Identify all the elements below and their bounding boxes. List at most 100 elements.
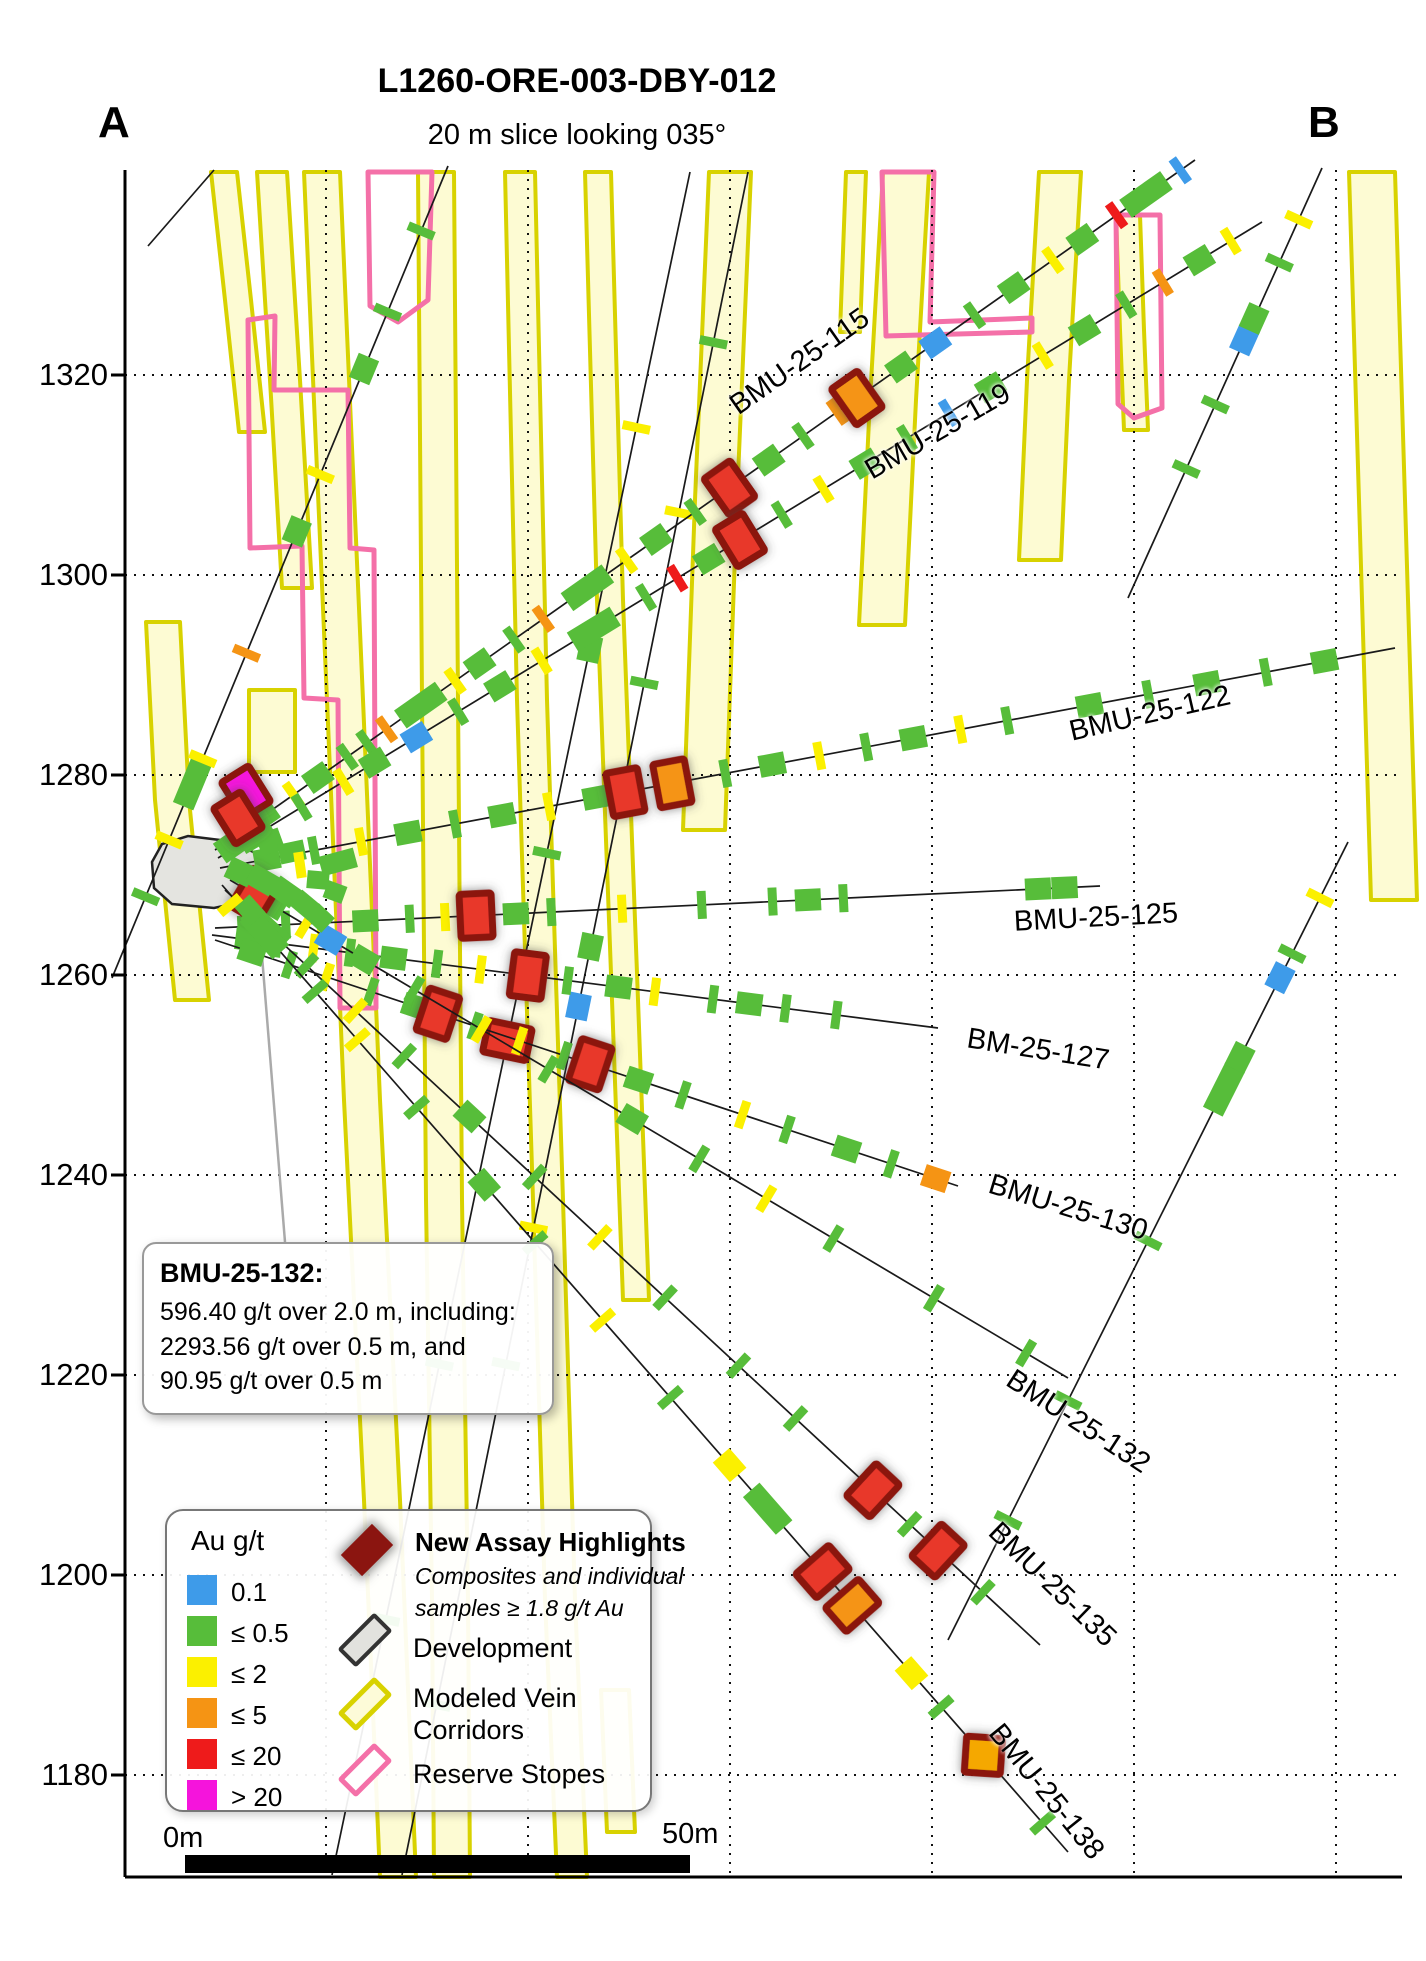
assay-sample: [281, 515, 312, 548]
assay-sample: [734, 991, 764, 1017]
assay-sample: [502, 625, 526, 654]
grade-swatch-2: [187, 1657, 217, 1687]
assay-sample: [555, 1040, 573, 1071]
assay-sample: [1065, 222, 1100, 256]
assay-highlight: [505, 948, 550, 1003]
assay-sample: [403, 1094, 431, 1121]
assay-sample: [1258, 657, 1273, 687]
assay-sample: [561, 966, 574, 996]
assay-sample: [542, 791, 556, 821]
assay-sample: [343, 1027, 371, 1053]
assay-sample: [565, 991, 592, 1022]
assay-sample: [825, 397, 850, 426]
assay-sample: [446, 697, 470, 727]
assay-sample: [532, 845, 562, 861]
assay-sample: [357, 746, 392, 779]
assay-sample: [791, 421, 815, 451]
assay-sample: [751, 443, 786, 477]
assay-sample: [1264, 252, 1294, 273]
assay-sample: [130, 887, 161, 907]
legend-stopes-label: Reserve Stopes: [413, 1759, 606, 1789]
assay-sample: [770, 500, 793, 529]
grade-swatch-20: [187, 1739, 217, 1769]
grade-swatch-0.5: [187, 1616, 217, 1646]
reserve-stope-outline: [1113, 212, 1165, 421]
assay-sample: [639, 523, 673, 556]
callout-title: BMU-25-132:: [160, 1258, 324, 1288]
assay-sample: [322, 880, 348, 904]
assay-sample: [1168, 156, 1193, 185]
reserve-stope-outline: [365, 169, 435, 325]
assay-highlight: [712, 510, 768, 570]
vein-corridor: [583, 170, 651, 1302]
assay-sample: [474, 954, 487, 984]
assay-sample: [927, 1694, 955, 1720]
assay-sample: [1182, 244, 1217, 277]
assay-sample: [629, 675, 659, 691]
assay-sample: [293, 952, 320, 979]
assay-sample: [502, 902, 530, 926]
assay-sample: [782, 1405, 809, 1432]
assay-sample: [347, 943, 381, 976]
assay-sample: [898, 724, 929, 752]
y-axis-label: 1280: [39, 757, 108, 792]
assay-sample: [448, 809, 462, 839]
assay-highlight: [649, 755, 696, 812]
assay-sample: [379, 945, 408, 971]
assay-sample: [674, 1080, 692, 1110]
development-icon: [337, 1612, 393, 1668]
assay-sample: [648, 977, 662, 1007]
assay-sample: [348, 352, 380, 386]
assay-sample: [1031, 341, 1054, 370]
legend-highlight-sub1: Composites and individual: [415, 1563, 684, 1589]
assay-sample: [462, 647, 497, 681]
section-marker-b: B: [1308, 98, 1340, 147]
assay-callout: BMU-25-132: 596.40 g/t over 2.0 m, inclu…: [142, 1242, 554, 1415]
assay-sample: [822, 1224, 845, 1253]
assay-sample: [996, 271, 1031, 305]
assay-sample: [779, 994, 792, 1023]
assay-sample: [706, 984, 720, 1014]
legend-vein-label-1: Modeled Vein: [413, 1683, 577, 1713]
assay-sample: [154, 830, 184, 850]
assay-highlight: [701, 457, 758, 518]
assay-sample: [452, 1099, 487, 1134]
assay-sample: [439, 902, 451, 932]
assay-highlight: [602, 764, 649, 820]
assay-sample: [1015, 1338, 1038, 1368]
assay-sample: [1133, 1230, 1163, 1252]
assay-sample: [1305, 887, 1335, 909]
assay-sample: [1219, 226, 1242, 256]
assay-sample: [234, 894, 266, 926]
page-subtitle: 20 m slice looking 035°: [427, 119, 727, 151]
drill-traces: [111, 156, 1396, 1876]
assay-highlight: [412, 984, 463, 1043]
assay-sample: [621, 420, 651, 435]
grade-label: 0.1: [231, 1577, 268, 1607]
assay-sample: [403, 975, 426, 1004]
y-axis-label: 1180: [41, 1757, 108, 1792]
assay-sample: [922, 1283, 945, 1313]
assay-sample: [305, 465, 335, 485]
assay-sample: [301, 978, 329, 1004]
assay-sample: [1051, 876, 1079, 900]
assay-sample: [973, 371, 1008, 404]
assay-sample: [335, 742, 360, 771]
assay-highlight: [828, 368, 886, 428]
assay-sample: [970, 1578, 996, 1606]
assay-sample: [812, 741, 827, 771]
assay-sample: [838, 883, 849, 913]
drill-trace-BMU-25-115: [214, 159, 1196, 851]
assay-sample: [1041, 246, 1065, 275]
vein-corridor: [255, 170, 314, 590]
assay-sample: [919, 1164, 952, 1194]
y-axis-label: 1240: [39, 1157, 108, 1192]
assay-sample: [589, 1307, 617, 1333]
assay-sample: [755, 1184, 778, 1214]
assay-sample: [688, 1144, 711, 1174]
grade-label: > 20: [231, 1782, 283, 1812]
assay-sample: [604, 974, 633, 1000]
assay-sample: [696, 890, 707, 920]
legend: Au g/t 0.1 ≤ 0.5 ≤ 2 ≤ 5 ≤ 20 > 20 New Assay …: [165, 1509, 686, 1812]
